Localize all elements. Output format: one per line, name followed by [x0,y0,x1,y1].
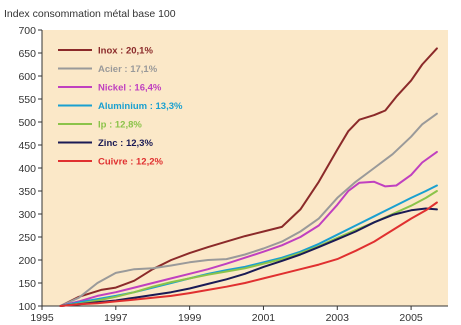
legend-label: Acier : 17,1% [98,64,158,75]
y-tick-label: 200 [18,255,36,267]
y-tick-label: 350 [18,186,36,198]
legend-label: Inox : 20,1% [98,46,153,57]
plot-area [42,30,448,306]
x-tick-label: 1997 [104,312,128,324]
x-tick-label: 2003 [326,312,350,324]
y-tick-label: 400 [18,163,36,175]
y-tick-label: 600 [18,71,36,83]
y-tick-label: 150 [18,278,36,290]
y-tick-label: 500 [18,117,36,129]
y-tick-label: 450 [18,140,36,152]
legend-label: Cuivre : 12,2% [98,157,163,168]
legend: Inox : 20,1% Acier : 17,1% Nickel : 16,4% A… [58,46,183,168]
series-line-1 [59,112,438,307]
series-line-6 [59,201,438,307]
y-tick-label: 100 [18,301,36,313]
chart-title: Index consommation métal base 100 [4,8,176,20]
x-tick-label: 1995 [30,312,54,324]
legend-label: Aluminium : 13,3% [98,101,183,112]
y-tick-label: 700 [18,25,36,37]
legend-label: Ip : 12,8% [98,120,142,131]
x-tick-label: 2001 [252,312,276,324]
x-tick-label: 2005 [399,312,423,324]
legend-label: Nickel : 16,4% [98,83,162,94]
x-tick-label: 1999 [178,312,202,324]
y-tick-label: 550 [18,94,36,106]
series-line-2 [59,150,438,307]
y-tick-label: 300 [18,209,36,221]
y-tick-label: 250 [18,232,36,244]
series-layer [59,47,438,307]
series-line-5 [59,207,438,307]
axes: 100 150 200 250 300 350 400 450 500 550 600 650 700 1… [18,25,448,324]
y-tick-label: 650 [18,48,36,60]
series-line-0 [59,47,438,307]
legend-label: Zinc : 12,3% [98,138,153,149]
